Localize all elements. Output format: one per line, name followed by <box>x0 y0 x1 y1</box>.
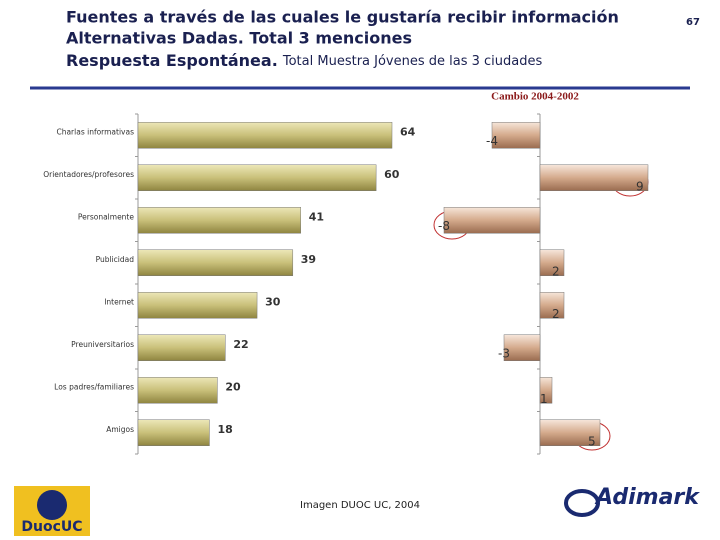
data-label: 39 <box>301 253 316 266</box>
bar <box>137 164 377 191</box>
logo-left: DuocUC <box>14 486 90 536</box>
y-tick-label: Preuniversitarios <box>71 340 134 349</box>
data-label: 2 <box>552 264 560 278</box>
data-label: 60 <box>384 168 400 181</box>
title-bold: Respuesta Espontánea. <box>66 51 278 70</box>
data-label: 5 <box>588 434 596 448</box>
title-line: Fuentes a través de las cuales le gustar… <box>66 8 619 27</box>
title-normal: Total Muestra Jóvenes de las 3 ciudades <box>282 54 543 69</box>
bar <box>491 122 541 149</box>
y-tick-label: Amigos <box>106 425 134 434</box>
data-label: 9 <box>636 179 644 193</box>
y-tick-label: Internet <box>104 297 134 306</box>
data-label: 1 <box>540 392 548 406</box>
logo-text: Adimark <box>594 485 700 510</box>
chart-title: Cambio 2004-2002 <box>491 91 579 103</box>
bar <box>137 122 393 149</box>
bar <box>503 334 541 361</box>
title-line: Respuesta Espontánea. Total Muestra Jóve… <box>66 51 542 70</box>
bar <box>137 419 210 446</box>
data-label: -8 <box>438 219 450 233</box>
bar <box>539 419 601 446</box>
caption: Imagen DUOC UC, 2004 <box>300 500 420 511</box>
data-label: 30 <box>265 295 281 308</box>
page-number: 67 <box>686 17 700 28</box>
bar <box>137 292 258 319</box>
bar <box>137 249 294 276</box>
bar <box>539 377 553 404</box>
data-label: 18 <box>217 423 232 436</box>
data-label: 41 <box>309 210 324 223</box>
data-label: 20 <box>225 380 241 393</box>
y-tick-label: Publicidad <box>96 255 135 264</box>
data-label: 64 <box>400 125 416 138</box>
data-label: -4 <box>486 134 498 148</box>
y-tick-label: Orientadores/profesores <box>43 170 134 179</box>
logo-text: DuocUC <box>21 519 82 535</box>
bar <box>137 377 218 404</box>
data-label: -3 <box>498 346 510 360</box>
title-line: Alternativas Dadas. Total 3 menciones <box>66 29 412 48</box>
y-tick-label: Personalmente <box>78 212 134 221</box>
bar <box>539 249 565 276</box>
data-label: 22 <box>233 338 248 351</box>
y-tick-label: Los padres/familiares <box>54 382 134 391</box>
y-tick-label: Charlas informativas <box>56 127 134 136</box>
bar <box>443 207 541 234</box>
logo-right: Adimark <box>564 485 700 517</box>
data-label: 2 <box>552 307 560 321</box>
bar <box>137 207 301 234</box>
bar <box>539 292 565 319</box>
bar <box>539 164 649 191</box>
bar <box>137 334 226 361</box>
